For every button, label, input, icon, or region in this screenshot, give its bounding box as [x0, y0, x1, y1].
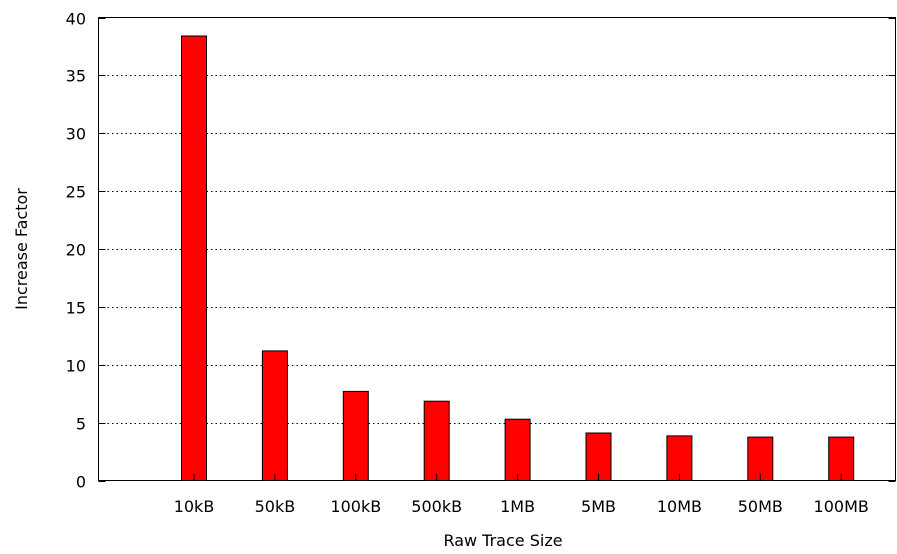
bar-5MB: [585, 432, 612, 481]
x-tick-label: 50kB: [255, 497, 296, 516]
bar-10MB: [666, 435, 693, 481]
bars: [181, 35, 855, 482]
y-axis-label: Increase Factor: [12, 188, 31, 310]
x-tick-label: 5MB: [581, 497, 616, 516]
y-tick-label: 40: [66, 10, 86, 29]
x-axis-label: Raw Trace Size: [443, 531, 562, 550]
y-tick-label: 5: [76, 415, 86, 434]
bar-100kB: [342, 390, 369, 481]
plot-frame: [98, 17, 896, 481]
x-tick-label: 500kB: [411, 497, 462, 516]
y-tick-label: 35: [66, 67, 86, 86]
x-tick-label: 50MB: [738, 497, 783, 516]
y-tick-label: 20: [66, 241, 86, 260]
grid-lines: [98, 75, 896, 424]
x-tick-label: 10kB: [174, 497, 215, 516]
y-tick-label: 10: [66, 357, 86, 376]
x-ticks: 10kB 50kB 100kB 500kB 1MB 5MB 10MB 50MB 100MB: [174, 473, 869, 516]
x-tick-label: 10MB: [657, 497, 702, 516]
bar-500kB: [423, 400, 450, 482]
x-tick-label: 1MB: [500, 497, 535, 516]
x-tick-label: 100MB: [814, 497, 869, 516]
x-tick-label: 100kB: [330, 497, 381, 516]
bar-50MB: [747, 436, 774, 482]
y-ticks: 0 5 10 15 20 25 30 35 40: [66, 10, 896, 492]
y-tick-label: 0: [76, 473, 86, 492]
y-tick-label: 30: [66, 125, 86, 144]
bar-1MB: [504, 418, 531, 482]
y-tick-label: 25: [66, 183, 86, 202]
bar-10kB: [181, 35, 207, 481]
y-tick-label: 15: [66, 299, 86, 318]
bar-50kB: [261, 350, 288, 481]
